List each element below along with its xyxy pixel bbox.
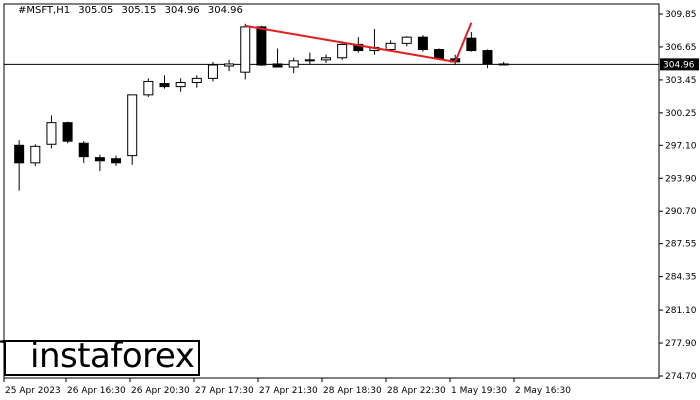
y-tick-label: 284.35: [665, 273, 697, 283]
candle: [175, 78, 186, 92]
candle-body-bearish: [111, 158, 122, 164]
candle: [385, 40, 396, 52]
candle-body-bullish: [288, 60, 299, 68]
chart-frame: [3, 3, 660, 379]
candle-body-bearish: [466, 37, 477, 52]
candle-body-bullish: [46, 122, 57, 145]
candle: [401, 36, 412, 47]
y-tick-label: 274.70: [665, 372, 697, 382]
candle-body-bullish: [385, 42, 396, 51]
logo-text: instaforex: [30, 336, 195, 376]
candle: [240, 23, 251, 80]
y-tick-label: 277.90: [665, 339, 697, 349]
candle: [127, 94, 138, 165]
candle: [498, 61, 509, 66]
x-tick-label: 28 Apr 22:30: [387, 386, 446, 396]
x-tick-label: 26 Apr 16:30: [67, 386, 126, 396]
open-value: 305.05: [78, 5, 114, 16]
candle-body-bullish: [240, 26, 251, 73]
x-tick-label: 27 Apr 17:30: [195, 386, 254, 396]
candle: [417, 35, 428, 52]
y-tick-label: 306.65: [665, 43, 697, 53]
candle: [288, 57, 299, 74]
candle: [304, 52, 315, 64]
candle-body-bullish: [175, 81, 186, 88]
high-value: 305.15: [121, 5, 157, 16]
candle: [337, 41, 348, 60]
candle-body-bearish: [434, 49, 445, 60]
candle-body-bullish: [401, 36, 412, 44]
symbol-label: #MSFT,H1: [18, 5, 71, 16]
candle-body-bullish: [143, 80, 154, 96]
y-tick-label: 297.10: [665, 141, 697, 151]
candle: [191, 75, 202, 88]
y-tick-label: 293.90: [665, 174, 697, 184]
candle-body-bullish: [321, 57, 331, 61]
candle: [14, 140, 25, 191]
x-tick-label: 2 May 16:30: [515, 386, 571, 396]
y-tick-label: 290.70: [665, 207, 697, 217]
x-tick-label: 28 Apr 18:30: [323, 386, 382, 396]
candle-body-bearish: [78, 142, 89, 158]
candle-body-bullish: [127, 94, 138, 157]
candle: [159, 75, 170, 89]
candle-body-bullish: [304, 59, 315, 62]
brand-logo: instaforex: [4, 336, 200, 376]
candle: [111, 155, 122, 166]
candle-body-bearish: [94, 157, 105, 162]
ticker-header: #MSFT,H1 305.05 305.15 304.96 304.96: [18, 5, 248, 16]
candle: [94, 154, 105, 172]
candle-body-bullish: [337, 43, 348, 59]
candle-body-bearish: [256, 26, 267, 66]
y-tick-label: 300.25: [665, 109, 697, 119]
y-tick-label: 303.45: [665, 76, 697, 86]
candle-body-bearish: [159, 83, 170, 88]
low-value: 304.96: [164, 5, 200, 16]
candle: [62, 121, 73, 144]
candle-body-bullish: [191, 77, 202, 83]
x-tick-label: 1 May 19:30: [451, 386, 507, 396]
candle: [143, 78, 154, 97]
y-tick-label: 287.55: [665, 240, 697, 250]
price-axis: 309.85 306.65 303.45 300.25 297.10 293.90 290.…: [659, 10, 699, 382]
candle: [256, 25, 267, 67]
candle-body-bullish: [224, 63, 235, 67]
candle: [369, 28, 380, 55]
candle: [207, 61, 218, 82]
x-tick-label: 26 Apr 20:30: [131, 386, 190, 396]
y-tick-label: 309.85: [665, 10, 697, 20]
close-value: 304.96: [207, 5, 243, 16]
candle-body-bullish: [207, 64, 218, 79]
y-tick-label: 281.10: [665, 306, 697, 316]
candle-body-bearish: [62, 122, 73, 142]
candle: [78, 141, 89, 163]
candle: [272, 48, 283, 68]
candle: [224, 59, 235, 72]
candles-layer: [0, 23, 509, 344]
pattern-lines-layer: [245, 22, 473, 63]
pattern-line: [454, 22, 473, 63]
candle-body-bearish: [14, 144, 25, 164]
plot-border: [3, 3, 660, 379]
candle: [466, 32, 477, 52]
current-price-tag: [660, 58, 699, 71]
current-price-label: 304.96: [663, 60, 695, 70]
candle-body-bearish: [417, 36, 428, 51]
candle: [321, 54, 331, 63]
candle: [482, 49, 493, 69]
candle-body-bearish: [272, 63, 283, 68]
x-tick-label: 27 Apr 21:30: [259, 386, 318, 396]
candle-body-bearish: [498, 63, 509, 66]
candle-body-bearish: [482, 50, 493, 65]
candle-body-bullish: [30, 145, 41, 164]
time-axis: 25 Apr 2023 26 Apr 16:30 26 Apr 20:30 27 Ap…: [3, 378, 571, 396]
x-tick-label: 25 Apr 2023: [5, 386, 61, 396]
candle: [46, 115, 57, 149]
pattern-line: [245, 24, 456, 63]
candle: [30, 144, 41, 166]
